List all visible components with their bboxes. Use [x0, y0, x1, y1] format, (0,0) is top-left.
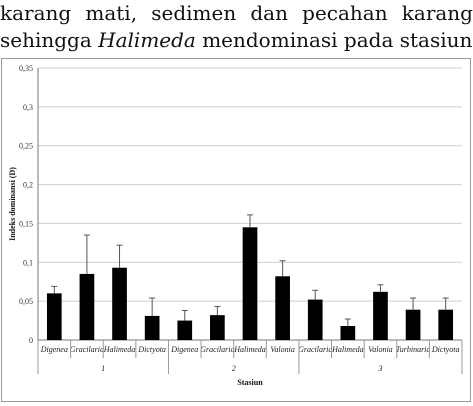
- bar: [438, 309, 454, 340]
- y-tick-label: 0: [29, 336, 33, 345]
- category-label: Gracilaria: [70, 345, 104, 354]
- category-label: Gracilaria: [200, 345, 234, 354]
- y-tick-label: 0,05: [19, 297, 33, 306]
- y-axis-title: Indeks dominansi (D): [8, 167, 17, 241]
- chart-frame: [1, 58, 471, 402]
- bar: [79, 273, 95, 340]
- x-axis-title: Stasiun: [237, 378, 263, 387]
- y-tick-label: 0,15: [19, 219, 33, 228]
- category-label: Valonia: [368, 345, 392, 354]
- y-tick-label: 0,2: [23, 181, 33, 190]
- category-label: Halimeda: [331, 345, 364, 354]
- bar: [46, 293, 62, 340]
- paragraph-line-1: karang mati, sedimen dan pecahan karang: [0, 1, 473, 25]
- category-label: Halimeda: [233, 345, 266, 354]
- paragraph-line-2-genus: Halimeda: [98, 28, 196, 52]
- group-label: 2: [232, 364, 236, 373]
- y-tick-label: 0,35: [19, 64, 33, 73]
- group-label: 1: [101, 364, 105, 373]
- bar: [177, 320, 193, 340]
- category-label: Dictyota: [137, 345, 166, 354]
- paragraph-line-2-prefix: sehingga: [0, 28, 99, 52]
- bar: [405, 309, 421, 340]
- bar: [340, 326, 356, 340]
- paragraph-line-2-suffix: mendominasi pada stasiun 2.: [195, 28, 473, 52]
- y-tick-label: 0,25: [19, 142, 33, 151]
- category-label: Digenea: [170, 345, 198, 354]
- paragraph-line-2: sehingga Halimeda mendominasi pada stasi…: [0, 27, 473, 54]
- category-label: Digenea: [40, 345, 68, 354]
- caption-paragraph: karang mati, sedimen dan pecahan karang …: [0, 0, 473, 54]
- bar: [373, 291, 388, 340]
- category-label: Turbinaria: [396, 345, 431, 354]
- bar: [144, 315, 160, 340]
- category-label: Halimeda: [103, 345, 136, 354]
- bar: [112, 267, 127, 340]
- bar: [242, 227, 258, 340]
- bar: [275, 276, 290, 340]
- category-label: Dictyota: [431, 345, 460, 354]
- group-label: 3: [377, 364, 382, 373]
- y-tick-label: 0,3: [23, 103, 33, 112]
- bar: [307, 299, 323, 340]
- y-tick-label: 0,1: [23, 258, 33, 267]
- category-label: Valonia: [270, 345, 294, 354]
- bar: [210, 315, 225, 340]
- category-label: Gracilaria: [298, 345, 332, 354]
